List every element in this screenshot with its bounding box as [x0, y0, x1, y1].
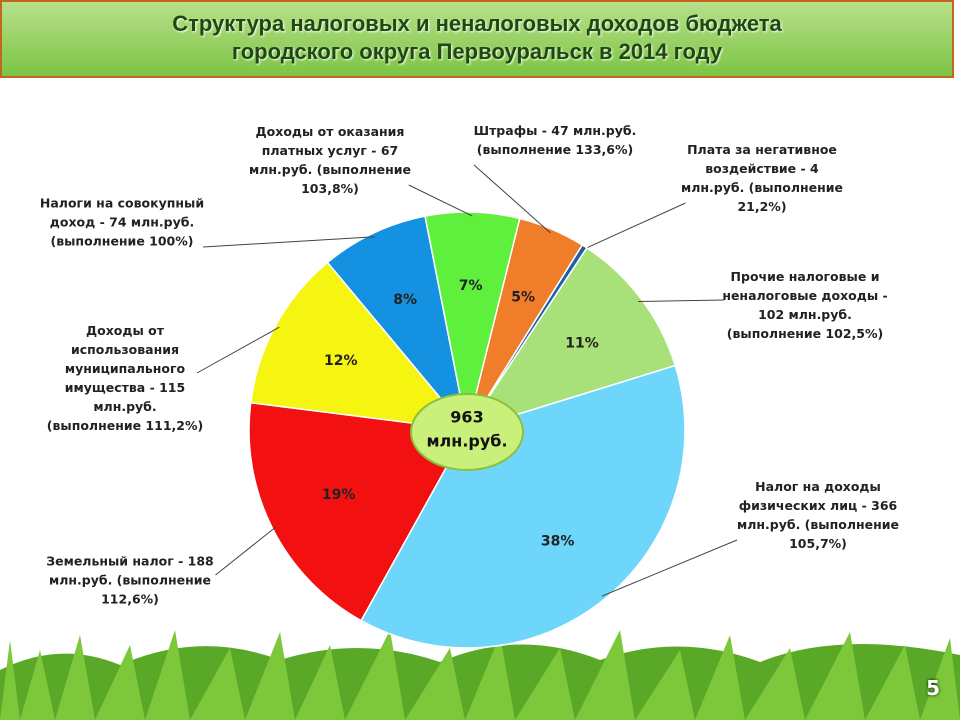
pie-slice	[465, 246, 677, 432]
value-label: 19%	[322, 487, 356, 503]
category-label: Плата за негативное воздействие - 4 млн.…	[681, 142, 843, 214]
category-label: Земельный налог - 188 млн.руб. (выполнен…	[46, 553, 214, 607]
total-unit: млн.руб.	[426, 432, 507, 451]
grass	[0, 630, 960, 720]
value-label: 8%	[393, 292, 417, 308]
category-label: Налог на доходы физических лиц - 366 млн…	[737, 479, 899, 551]
leader-line	[638, 299, 725, 302]
pie-slice	[249, 261, 469, 431]
center-disc	[410, 393, 524, 471]
leader-line	[408, 184, 473, 217]
category-label: Доходы от использования муниципального и…	[46, 323, 204, 433]
pie-slice	[360, 364, 686, 649]
pie-slice	[424, 211, 521, 431]
page-number: 5	[926, 676, 940, 700]
category-label: Налоги на совокупный доход - 74 млн.руб.…	[39, 195, 205, 249]
leader-line	[196, 326, 280, 374]
title: городского округа Первоуральск в 2014 го…	[231, 39, 723, 64]
value-label: 5%	[511, 290, 535, 306]
title-banner: Структура налоговых и неналоговых доходо…	[0, 0, 954, 78]
leader-line	[473, 164, 551, 234]
value-label: 12%	[324, 353, 358, 369]
category-label: Штрафы - 47 млн.руб. (выполнение 133,6%)	[473, 123, 637, 157]
value-label: 38%	[541, 534, 575, 550]
category-label: Доходы от оказания платных услуг - 67 мл…	[249, 124, 411, 196]
leader-line	[202, 236, 376, 248]
leader-line	[582, 202, 686, 251]
title: Структура налоговых и неналоговых доходо…	[172, 11, 782, 36]
total: 963	[450, 408, 483, 427]
leader-line	[215, 526, 277, 576]
value-label: 7%	[459, 278, 483, 294]
leader-line	[601, 539, 738, 597]
category-label: Прочие налоговые и неналоговые доходы - …	[722, 269, 888, 341]
value-label: 11%	[565, 336, 599, 352]
pie-slice	[248, 401, 469, 622]
pie-slice	[326, 215, 468, 431]
